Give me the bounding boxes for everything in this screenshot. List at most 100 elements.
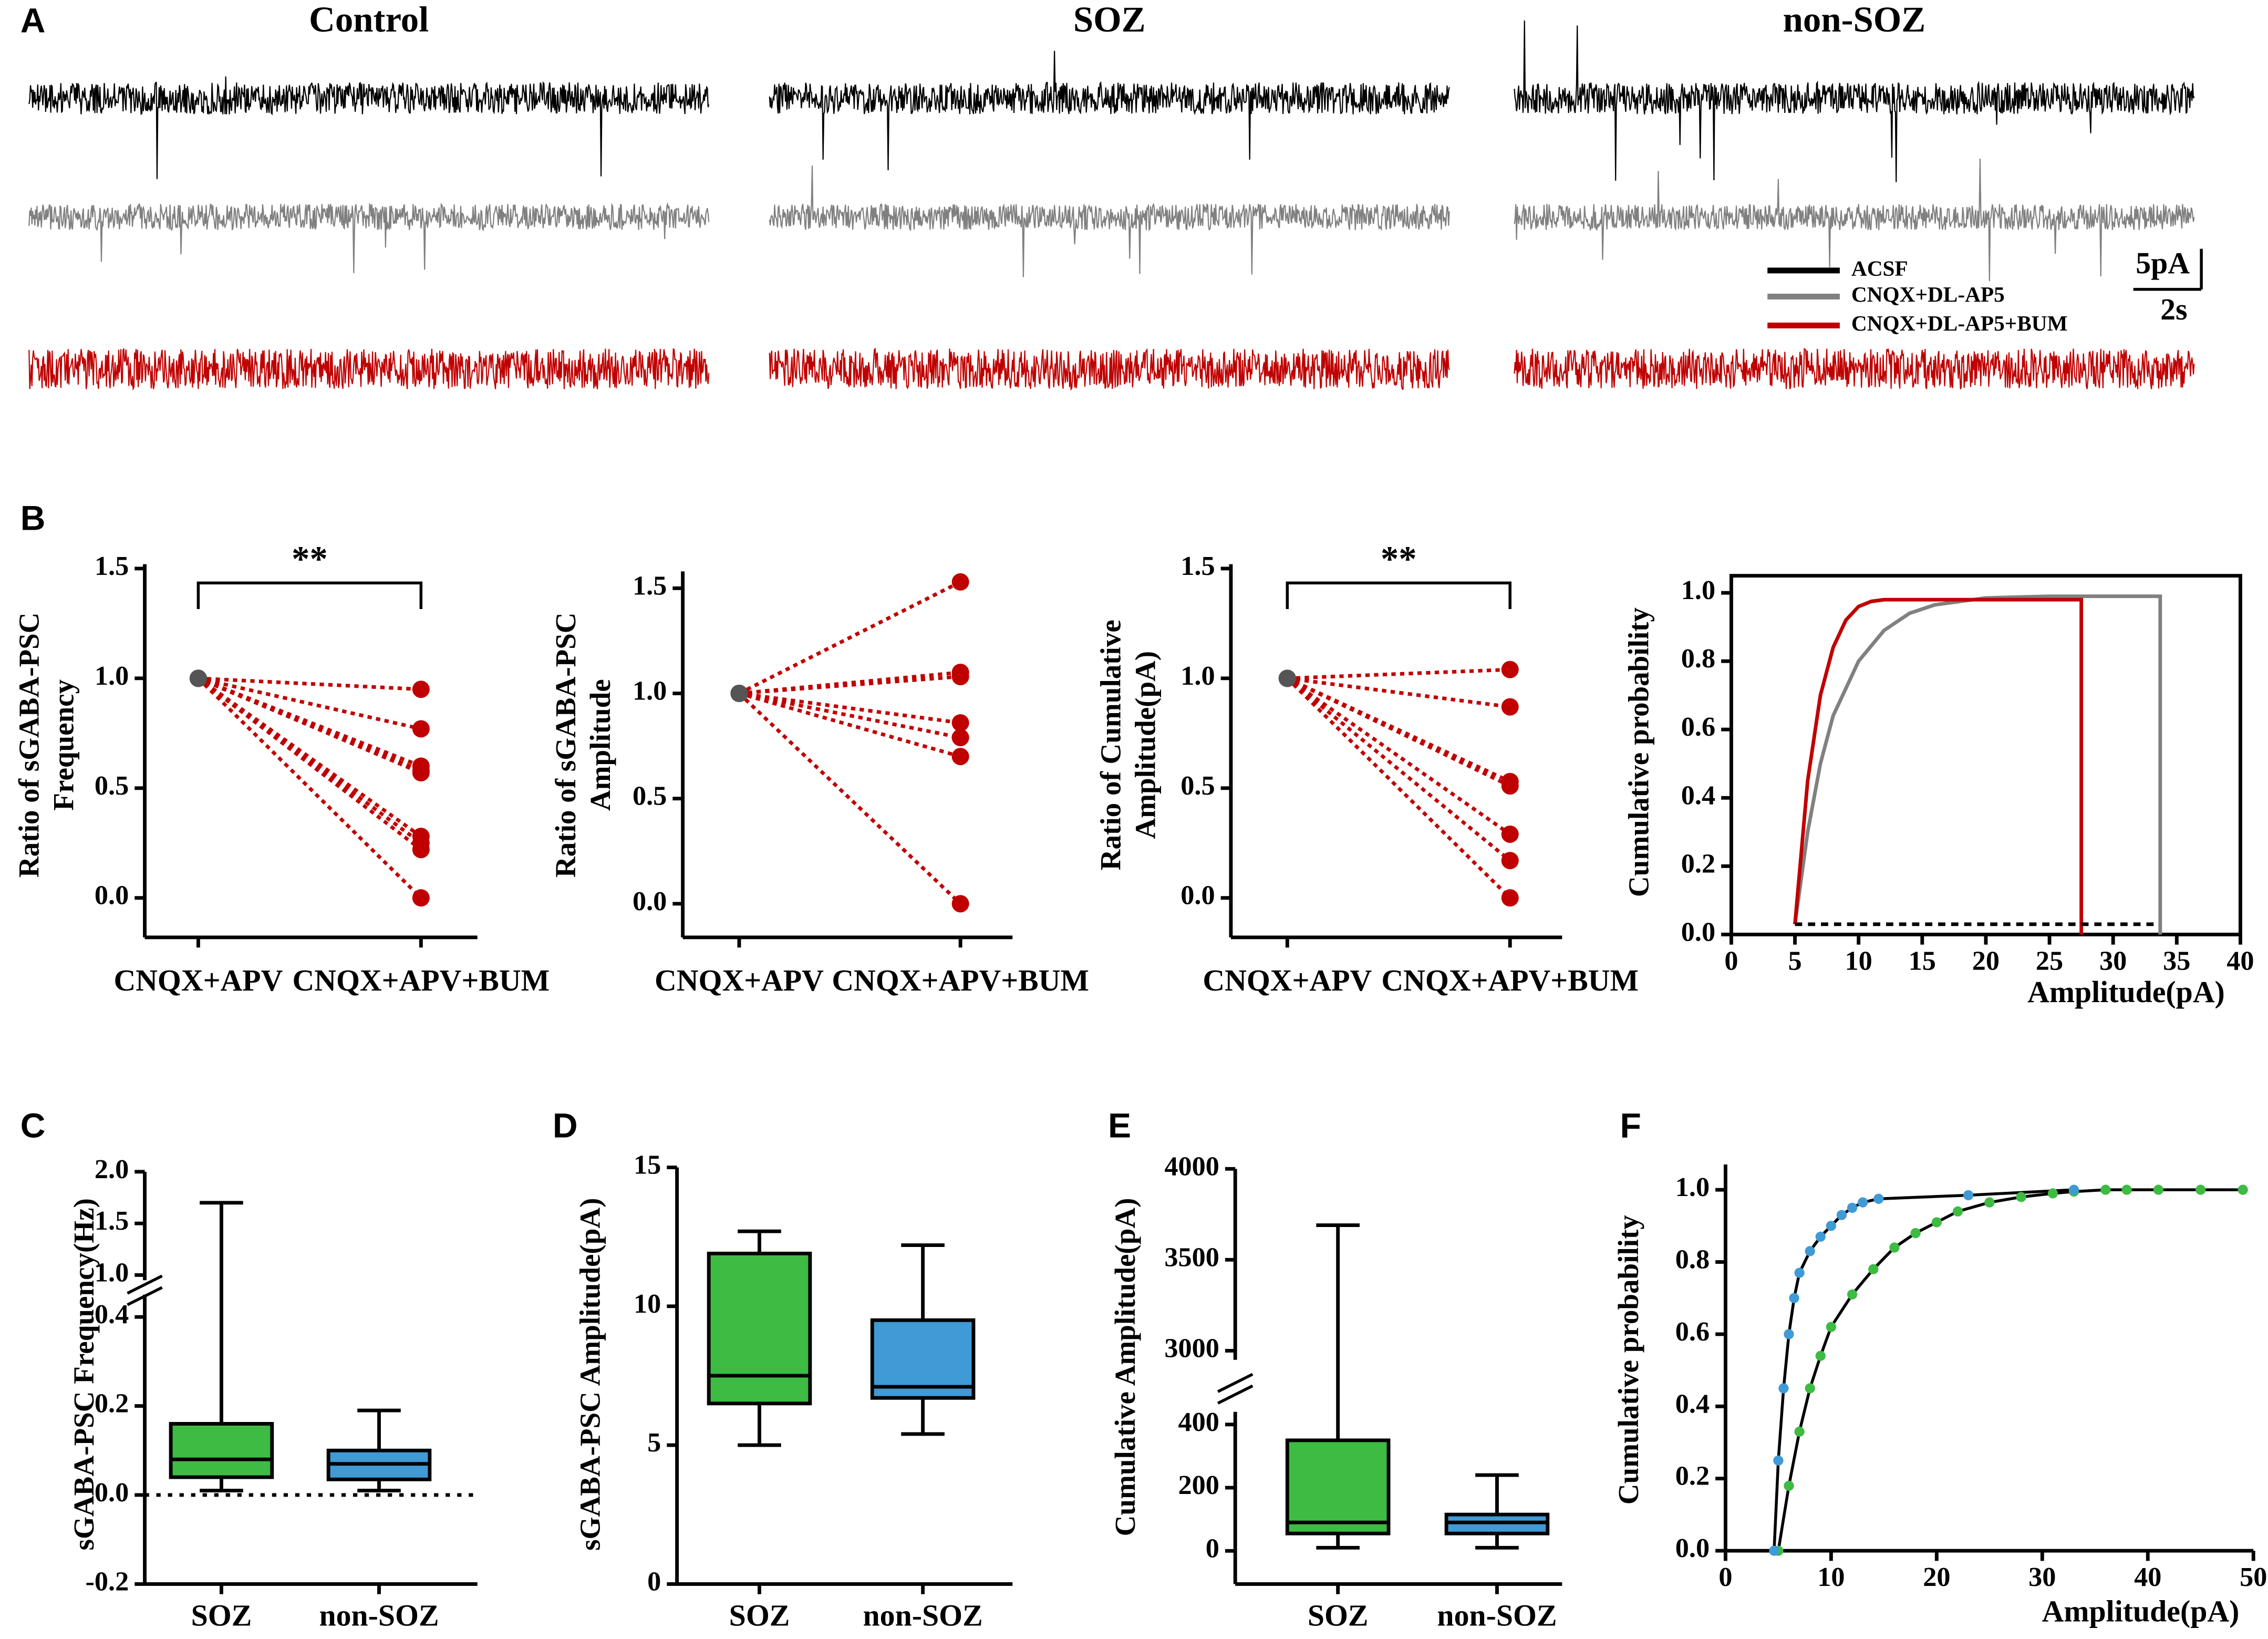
point: [2016, 1192, 2026, 1202]
y-axis-label: Cumulative probability: [1622, 607, 1654, 897]
curve: [1777, 1188, 2243, 1551]
end-point: [412, 764, 430, 782]
point: [1826, 1221, 1837, 1231]
x-axis-label: Amplitude(pA): [2042, 1594, 2240, 1628]
point: [1836, 1210, 1847, 1220]
x-tick-label: CNQX+APV: [1203, 963, 1372, 997]
y-tick-label: 400: [1178, 1407, 1219, 1437]
x-tick-label: 30: [2028, 1562, 2056, 1592]
end-point: [1501, 852, 1519, 870]
plot-frame: [1729, 574, 2242, 936]
pair-line: [1287, 676, 1510, 709]
x-tick-label: 20: [1972, 945, 2000, 976]
end-point: [412, 720, 430, 738]
pair-line: [1286, 677, 1511, 836]
pair-line: [1286, 676, 1511, 788]
axis-break: [1217, 1373, 1254, 1393]
trace: [1514, 347, 2195, 389]
y-tick-label: 10: [634, 1288, 661, 1319]
pair-line: [1286, 677, 1511, 900]
panel-label: E: [1108, 1106, 1131, 1145]
x-tick-label: 35: [2163, 945, 2190, 976]
condition-title: non-SOZ: [1783, 0, 1926, 39]
end-point: [951, 895, 969, 913]
x-tick-label: CNQX+APV: [113, 963, 283, 997]
point: [1805, 1246, 1815, 1256]
end-point: [951, 714, 969, 732]
point: [1847, 1202, 1858, 1213]
trace: [769, 166, 1450, 277]
y-tick-label: 0.2: [95, 1388, 129, 1419]
y-tick-label: 3000: [1164, 1333, 1219, 1363]
y-axis-label: sGABA-PSC Frequency(Hz): [68, 1198, 100, 1550]
panel-label: A: [20, 1, 46, 39]
end-point: [412, 681, 430, 698]
x-axis-label: Amplitude(pA): [2027, 975, 2225, 1009]
y-axis-label: Ratio of Cumulative: [1095, 620, 1127, 870]
y-tick-label: 0.0: [95, 880, 129, 911]
panel-label: B: [20, 498, 46, 537]
y-tick-label: 0: [647, 1566, 661, 1596]
y-axis-label: Amplitude(pA): [1130, 651, 1162, 839]
end-point: [412, 841, 430, 859]
legend-label: CNQX+DL-AP5+BUM: [1851, 311, 2068, 335]
cumulative-curve: [1793, 594, 2162, 935]
end-point: [951, 748, 969, 766]
point: [2121, 1184, 2132, 1195]
condition-title: SOZ: [1073, 0, 1146, 39]
trace: [769, 50, 1450, 171]
y-tick-label: 1.5: [1180, 551, 1215, 581]
x-tick-label: 0: [1718, 1562, 1732, 1592]
x-tick-label: 20: [1923, 1562, 1950, 1592]
curve: [1773, 1188, 2074, 1551]
box: [870, 1318, 976, 1400]
y-tick-label: 0.0: [1180, 880, 1215, 911]
y-tick-label: 0.5: [1180, 770, 1215, 801]
trace: [28, 202, 710, 273]
point: [1889, 1242, 1900, 1253]
x-tick-label: 15: [1909, 945, 1936, 976]
y-tick-label: 0.5: [633, 781, 667, 811]
pair-line: [739, 692, 961, 758]
point: [1910, 1228, 1921, 1239]
pair-line: [1287, 667, 1510, 681]
y-tick-label: 1.5: [95, 551, 129, 581]
panel-label: F: [1620, 1106, 1641, 1145]
point: [1873, 1193, 1884, 1204]
point: [1847, 1289, 1858, 1300]
point: [1784, 1480, 1794, 1491]
significance-bracket: [1286, 581, 1511, 609]
y-tick-label: 1.5: [95, 1205, 129, 1236]
point: [1789, 1293, 1799, 1303]
pair-line: [739, 675, 961, 695]
x-tick-label: non-SOZ: [319, 1599, 439, 1633]
x-tick-label: CNQX+APV+BUM: [832, 963, 1089, 997]
point: [1784, 1329, 1794, 1339]
condition-title: Control: [309, 0, 429, 39]
point: [2238, 1184, 2248, 1195]
point: [1815, 1351, 1826, 1361]
pair-line: [739, 692, 961, 739]
end-point: [1501, 698, 1519, 716]
end-point: [951, 573, 969, 591]
box: [707, 1251, 812, 1406]
y-tick-label: 0.0: [633, 886, 667, 916]
x-tick-label: 40: [2134, 1562, 2161, 1592]
trace: [28, 76, 710, 179]
y-tick-label: 1.0: [1681, 575, 1715, 605]
axis-break: [1217, 1384, 1254, 1405]
cumulative-curve: [1793, 597, 2084, 935]
y-tick-label: 4000: [1164, 1151, 1219, 1181]
point: [2153, 1184, 2163, 1195]
y-tick-label: 0.0: [95, 1477, 129, 1508]
point: [1805, 1383, 1815, 1394]
point: [1815, 1231, 1826, 1242]
trace: [1514, 20, 2195, 182]
legend-label: CNQX+DL-AP5: [1851, 282, 2005, 306]
y-tick-label: 3500: [1164, 1242, 1219, 1272]
x-tick-label: SOZ: [1308, 1599, 1369, 1633]
y-tick-label: 1.0: [1180, 661, 1215, 691]
point: [1952, 1206, 1963, 1217]
y-tick-label: 0.0: [1681, 916, 1715, 947]
